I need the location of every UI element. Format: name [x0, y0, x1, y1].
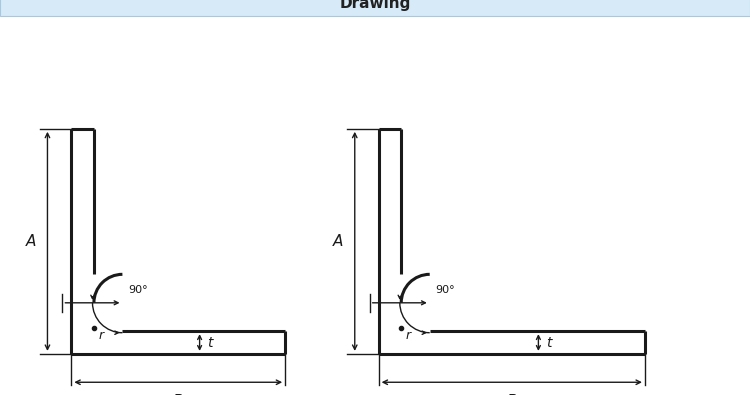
- Text: A: A: [333, 234, 344, 249]
- Text: B: B: [506, 393, 517, 395]
- Text: 90°: 90°: [128, 285, 148, 295]
- Text: A: A: [26, 234, 36, 249]
- Text: Drawing: Drawing: [339, 0, 411, 11]
- Text: 90°: 90°: [436, 285, 455, 295]
- Bar: [0, 0, 750, 17]
- Text: r: r: [406, 329, 411, 342]
- Text: t: t: [207, 335, 212, 350]
- Text: t: t: [546, 335, 551, 350]
- Text: B: B: [173, 393, 184, 395]
- Text: r: r: [98, 329, 104, 342]
